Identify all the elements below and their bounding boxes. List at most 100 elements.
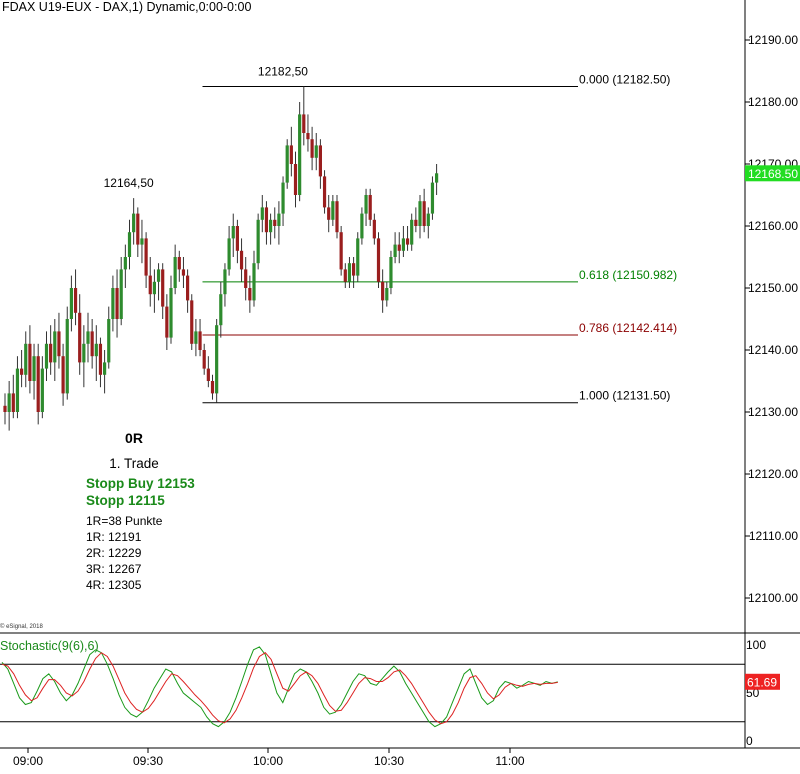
stoch-value-box <box>745 673 780 690</box>
candle-body <box>61 356 65 394</box>
time-tick-label: 10:00 <box>253 754 283 768</box>
candle-body <box>165 306 169 338</box>
candle-body <box>123 257 127 270</box>
trade-note-line: 1. Trade <box>109 456 159 471</box>
candle-body <box>173 257 177 288</box>
stoch-tick-label: 0 <box>746 734 753 748</box>
candle-body <box>36 356 40 412</box>
time-tick-label: 11:00 <box>495 754 524 768</box>
candle-body <box>219 294 223 326</box>
candle-body <box>7 393 11 412</box>
candle-body <box>339 232 343 270</box>
copyright-text: © eSignal, 2018 <box>0 623 43 630</box>
candle-body <box>156 269 161 282</box>
candle-body <box>98 343 103 375</box>
trade-note-line: 2R: 12229 <box>86 546 142 560</box>
trade-note-line: Stopp 12115 <box>86 493 165 508</box>
trade-note: 0R 1. Trade Stopp Buy 12153 Stopp 12115 1R=3… <box>86 430 195 592</box>
candle-body <box>352 263 356 276</box>
candle-body <box>397 244 401 251</box>
candle-body <box>86 331 90 344</box>
candle-body <box>73 288 78 313</box>
candle-body <box>244 269 248 288</box>
candle-body <box>356 238 360 276</box>
candle-body <box>65 319 69 394</box>
candle-body <box>335 201 339 233</box>
time-tick-label: 10:30 <box>374 754 404 768</box>
time-tick-label: 09:00 <box>13 754 43 768</box>
candle-body <box>331 201 335 220</box>
price-tick-label: 12100.00 <box>748 591 798 605</box>
candle-body <box>202 350 206 369</box>
candle-body <box>90 331 94 357</box>
candle-body <box>177 257 181 270</box>
price-tick-label: 12190.00 <box>748 33 798 47</box>
candle-body <box>152 281 156 295</box>
candle-body <box>314 145 318 158</box>
price-tick-label: 12160.00 <box>748 219 798 233</box>
fibonacci-retracement[interactable]: 0.000 (12182.50) 0.618 (12150.982) 0.786 (… <box>202 73 678 404</box>
candle-body <box>69 288 73 319</box>
candle-body <box>161 269 165 307</box>
candle-body <box>381 281 385 301</box>
price-axis-ticks: 12190.0012180.0012170.0012160.0012150.00… <box>745 33 800 605</box>
candle-body <box>11 393 15 412</box>
candle-body <box>281 182 285 214</box>
candle-body <box>148 275 152 295</box>
candle-body <box>227 238 231 270</box>
candle-body <box>322 176 327 208</box>
candle-body <box>111 288 115 319</box>
candle-body <box>194 331 198 344</box>
candle-body <box>343 269 347 282</box>
candle-body <box>231 226 235 239</box>
trade-note-line: 4R: 12305 <box>86 578 142 592</box>
candle-body <box>132 213 136 233</box>
candle-body <box>422 201 426 226</box>
price-tick-label: 12150.00 <box>748 281 798 295</box>
time-axis[interactable]: 09:00 09:30 10:00 10:30 11:00 <box>0 747 800 768</box>
candle-body <box>364 195 368 214</box>
price-annotation: 12164,50 <box>104 176 154 190</box>
candle-body <box>78 312 82 363</box>
trade-note-line: 1R: 12191 <box>86 530 142 544</box>
candle-body <box>24 343 28 375</box>
trade-note-line: Stopp Buy 12153 <box>86 476 195 491</box>
candle-body <box>248 288 252 301</box>
candle-body <box>186 275 190 301</box>
candlestick-series <box>3 86 439 431</box>
candle-body <box>318 145 322 177</box>
candle-body <box>210 381 215 394</box>
candle-body <box>389 257 393 288</box>
time-axis-ticks: 09:00 09:30 10:00 10:30 11:00 <box>13 748 525 768</box>
price-annotation: 12182,50 <box>258 65 308 79</box>
candle-body <box>435 173 439 183</box>
candle-body <box>385 288 389 301</box>
candle-body <box>418 201 422 226</box>
chart-title: FDAX U19-EUX - DAX,1) Dynamic,0:00-0:00 <box>2 0 251 14</box>
last-price-label: 12168.50 <box>748 167 798 181</box>
price-axis[interactable]: 12190.0012180.0012170.0012160.0012150.00… <box>744 0 800 633</box>
candle-body <box>103 362 107 375</box>
price-annotations: 12182,50 12164,50 <box>104 65 309 191</box>
stoch-series-line <box>1 646 558 728</box>
candle-body <box>140 238 144 245</box>
candle-body <box>57 331 61 357</box>
candle-body <box>127 232 132 257</box>
candle-body <box>198 331 202 350</box>
candle-body <box>393 244 397 257</box>
candle-body <box>215 325 219 394</box>
candle-body <box>169 288 173 338</box>
candle-body <box>119 269 123 319</box>
trade-note-line: 1R=38 Punkte <box>86 514 163 528</box>
candle-body <box>376 238 381 282</box>
candle-body <box>235 226 239 251</box>
price-tick-label: 12140.00 <box>748 343 798 357</box>
price-tick-label: 12120.00 <box>748 467 798 481</box>
time-tick-label: 09:30 <box>133 754 163 768</box>
candle-body <box>260 207 264 220</box>
trade-note-line: 3R: 12267 <box>86 562 142 576</box>
candle-body <box>310 139 314 158</box>
